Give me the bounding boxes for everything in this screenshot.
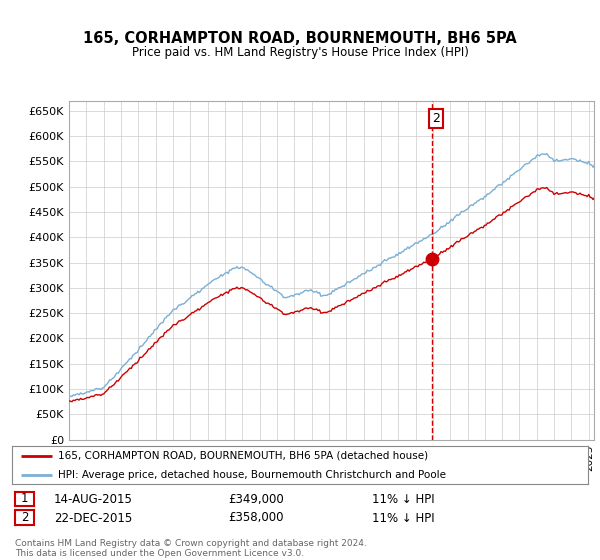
Text: £349,000: £349,000	[228, 493, 284, 506]
Text: Price paid vs. HM Land Registry's House Price Index (HPI): Price paid vs. HM Land Registry's House …	[131, 46, 469, 59]
Text: 2: 2	[433, 112, 440, 125]
Text: HPI: Average price, detached house, Bournemouth Christchurch and Poole: HPI: Average price, detached house, Bour…	[58, 470, 446, 480]
Text: 22-DEC-2015: 22-DEC-2015	[54, 511, 132, 525]
Text: 11% ↓ HPI: 11% ↓ HPI	[372, 493, 434, 506]
Text: Contains HM Land Registry data © Crown copyright and database right 2024.
This d: Contains HM Land Registry data © Crown c…	[15, 539, 367, 558]
Text: £358,000: £358,000	[228, 511, 284, 525]
Text: 165, CORHAMPTON ROAD, BOURNEMOUTH, BH6 5PA (detached house): 165, CORHAMPTON ROAD, BOURNEMOUTH, BH6 5…	[58, 451, 428, 461]
Text: 1: 1	[21, 492, 28, 506]
Text: 165, CORHAMPTON ROAD, BOURNEMOUTH, BH6 5PA: 165, CORHAMPTON ROAD, BOURNEMOUTH, BH6 5…	[83, 31, 517, 46]
Text: 14-AUG-2015: 14-AUG-2015	[54, 493, 133, 506]
Text: 2: 2	[21, 511, 28, 524]
Text: 11% ↓ HPI: 11% ↓ HPI	[372, 511, 434, 525]
